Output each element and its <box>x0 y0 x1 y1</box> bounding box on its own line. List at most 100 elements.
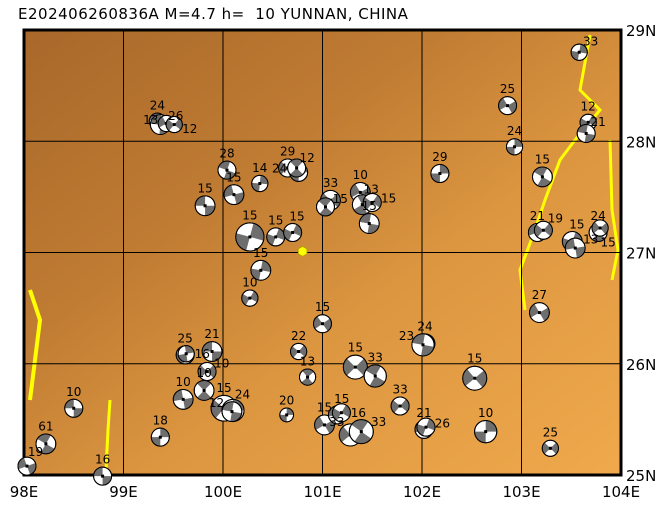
focal-mechanism-beachball[interactable] <box>220 400 243 423</box>
depth-label: 15 <box>348 341 363 355</box>
focal-mechanism-beachball[interactable] <box>177 344 196 363</box>
epicenter-hexagon-icon[interactable] <box>297 245 308 257</box>
compressional-quadrants <box>318 197 333 216</box>
depth-label: 29 <box>432 150 447 164</box>
p-axis-marker <box>473 376 477 380</box>
p-axis-marker <box>184 352 188 356</box>
compressional-quadrants <box>577 124 596 143</box>
p-axis-marker <box>158 435 162 439</box>
depth-label: 15 <box>315 300 330 314</box>
focal-mechanism-beachball[interactable] <box>474 420 498 444</box>
depth-label: 15 <box>242 208 257 222</box>
depth-label: 10 <box>196 366 211 380</box>
focal-mechanism-beachball[interactable] <box>284 155 309 180</box>
focal-mechanism-beachball[interactable] <box>360 361 390 391</box>
depth-label: 20 <box>279 394 294 408</box>
focal-mechanism-beachball[interactable] <box>338 350 372 384</box>
river <box>608 139 620 281</box>
focal-mechanism-beachball[interactable] <box>279 407 295 423</box>
depth-label: 33 <box>583 34 598 48</box>
focal-mechanism-beachball[interactable] <box>313 194 338 219</box>
lat-tick-label: 25N <box>626 467 656 485</box>
focal-mechanism-beachball[interactable] <box>215 159 238 182</box>
p-axis-marker <box>321 322 324 326</box>
p-axis-marker <box>248 296 252 300</box>
focal-mechanism-beachball[interactable] <box>589 217 612 240</box>
lon-tick-label: 103E <box>502 483 540 501</box>
focal-mechanism-beachball[interactable] <box>251 174 269 193</box>
focal-mechanism-beachball[interactable] <box>239 287 261 309</box>
depth-label: 24 <box>507 124 522 138</box>
depth-label: 21 <box>530 209 545 223</box>
focal-mechanism-beachball[interactable] <box>570 43 589 62</box>
depth-label: 25 <box>543 426 558 440</box>
focal-mechanism-beachball[interactable] <box>15 455 38 478</box>
focal-mechanism-beachball[interactable] <box>163 113 186 136</box>
focal-mechanism-beachball[interactable] <box>529 163 556 190</box>
focal-mechanism-beachball[interactable] <box>249 259 272 282</box>
focal-mechanism-beachball[interactable] <box>194 195 216 217</box>
focal-mechanism-beachball[interactable] <box>505 138 524 156</box>
focal-mechanism-beachball[interactable] <box>458 361 492 395</box>
p-axis-marker <box>297 350 301 354</box>
compressional-quadrants <box>592 221 609 235</box>
depth-label: 26 <box>435 416 450 430</box>
focal-mechanism-beachball[interactable] <box>172 388 195 411</box>
p-axis-marker <box>230 410 234 414</box>
focal-mechanism-beachball[interactable] <box>93 466 113 486</box>
focal-mechanism-beachball[interactable] <box>526 299 553 326</box>
focal-mechanism-beachball[interactable] <box>410 332 436 358</box>
focal-mechanism-beachball[interactable] <box>190 376 218 404</box>
p-axis-marker <box>367 222 371 226</box>
p-axis-marker <box>44 442 48 446</box>
focal-mechanism-beachball[interactable] <box>387 393 412 418</box>
depth-label: 24 <box>417 319 432 333</box>
focal-mechanism-beachball[interactable] <box>296 366 319 389</box>
depth-label: 21 <box>204 327 219 341</box>
depth-label: 13 <box>583 233 598 247</box>
focal-mechanism-beachball[interactable] <box>281 221 305 245</box>
p-axis-marker <box>306 375 310 379</box>
compressional-quadrants <box>290 158 303 177</box>
focal-mechanism-beachball[interactable] <box>64 398 84 418</box>
focal-mechanism-beachball[interactable] <box>539 437 562 460</box>
depth-label: 21 <box>416 406 431 420</box>
depth-label: 15 <box>569 218 584 232</box>
focal-mechanism-beachball[interactable] <box>358 212 381 235</box>
focal-mechanism-beachball[interactable] <box>576 123 597 144</box>
focal-mechanism-beachball[interactable] <box>233 220 268 255</box>
focal-mechanism-beachball[interactable] <box>360 190 385 215</box>
compressional-quadrants <box>198 365 217 378</box>
p-axis-marker <box>573 246 577 250</box>
focal-mechanism-beachball[interactable] <box>329 400 354 425</box>
focal-mechanism-beachball[interactable] <box>194 359 219 384</box>
focal-mechanism-beachball[interactable] <box>531 218 556 243</box>
focal-mechanism-beachball[interactable] <box>32 430 59 457</box>
focal-mechanism-beachball[interactable] <box>287 340 310 363</box>
compressional-quadrants <box>250 260 271 281</box>
compressional-quadrants <box>93 467 112 486</box>
depth-label: 24 <box>235 387 250 401</box>
depth-label: 23 <box>399 329 414 343</box>
focal-mechanism-beachball[interactable] <box>414 416 437 439</box>
depth-label: 33 <box>371 415 386 429</box>
focal-mechanism-beachball[interactable] <box>150 427 170 447</box>
depth-label: 14 <box>252 161 267 175</box>
river <box>28 289 43 401</box>
p-axis-marker <box>322 423 326 427</box>
focal-mechanism-beachball[interactable] <box>564 237 587 260</box>
depth-label: 28 <box>219 147 234 161</box>
focal-mechanism-beachball[interactable] <box>345 415 378 448</box>
focal-mechanism-beachball[interactable] <box>222 183 246 207</box>
compressional-quadrants <box>37 433 55 454</box>
focal-mechanism-beachball[interactable] <box>430 164 450 184</box>
focal-mechanism-beachball[interactable] <box>495 93 520 118</box>
depth-label: 21 <box>591 115 606 129</box>
focal-mechanism-beachball[interactable] <box>310 311 335 336</box>
p-axis-marker <box>359 430 363 434</box>
compressional-quadrants <box>166 118 183 131</box>
lat-tick-label: 29N <box>626 22 656 40</box>
depth-label: 13 <box>300 355 315 369</box>
focal-mechanism-beachball[interactable] <box>201 341 223 362</box>
depth-label: 12 <box>299 151 314 165</box>
